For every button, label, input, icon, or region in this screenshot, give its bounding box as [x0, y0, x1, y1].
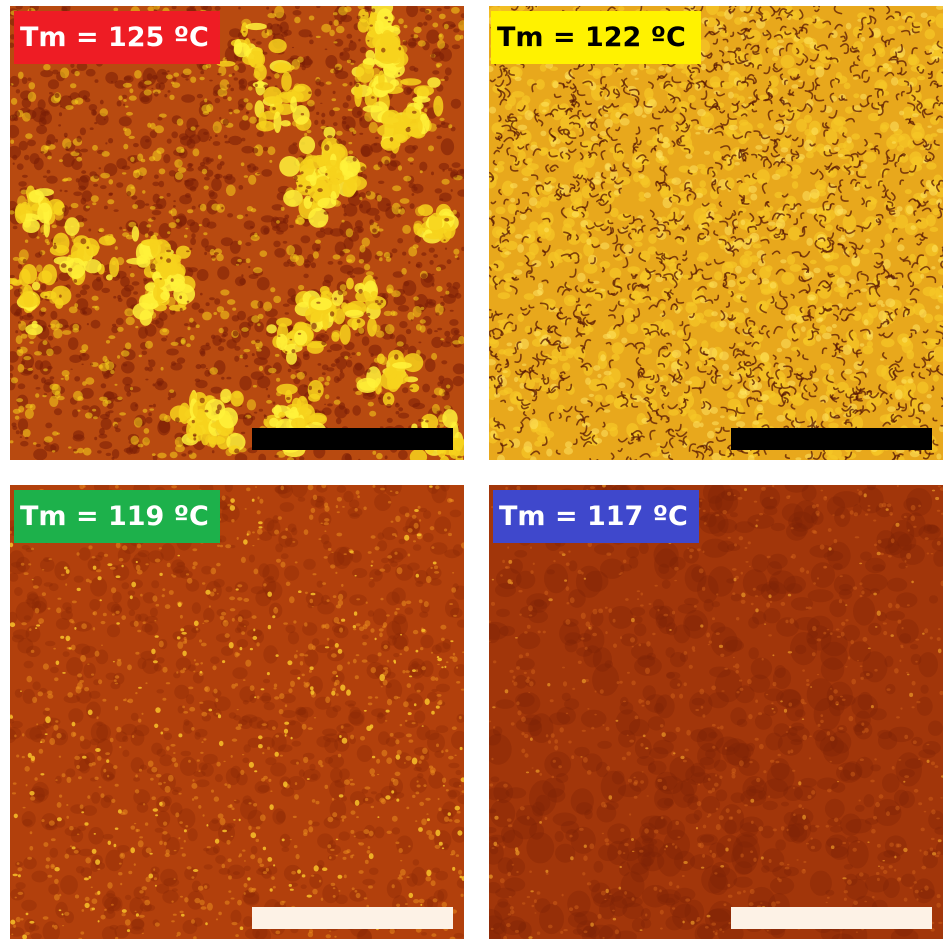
scale-bar	[252, 907, 453, 929]
micrograph-panel-tm-122: Tm = 122 ºC	[489, 6, 943, 460]
micrograph-image	[489, 485, 943, 939]
micrograph-image	[489, 6, 943, 460]
micrograph-panel-tm-117: Tm = 117 ºC	[489, 485, 943, 939]
temperature-label: Tm = 117 ºC	[493, 490, 699, 543]
micrograph-panel-tm-119: Tm = 119 ºC	[10, 485, 464, 939]
scale-bar	[731, 907, 932, 929]
temperature-label: Tm = 125 ºC	[14, 11, 220, 64]
scale-bar	[252, 428, 453, 450]
temperature-label: Tm = 119 ºC	[14, 490, 220, 543]
micrograph-image	[10, 485, 464, 939]
scale-bar	[731, 428, 932, 450]
temperature-label: Tm = 122 ºC	[491, 11, 701, 64]
micrograph-panel-tm-125: Tm = 125 ºC	[10, 6, 464, 460]
micrograph-image	[10, 6, 464, 460]
